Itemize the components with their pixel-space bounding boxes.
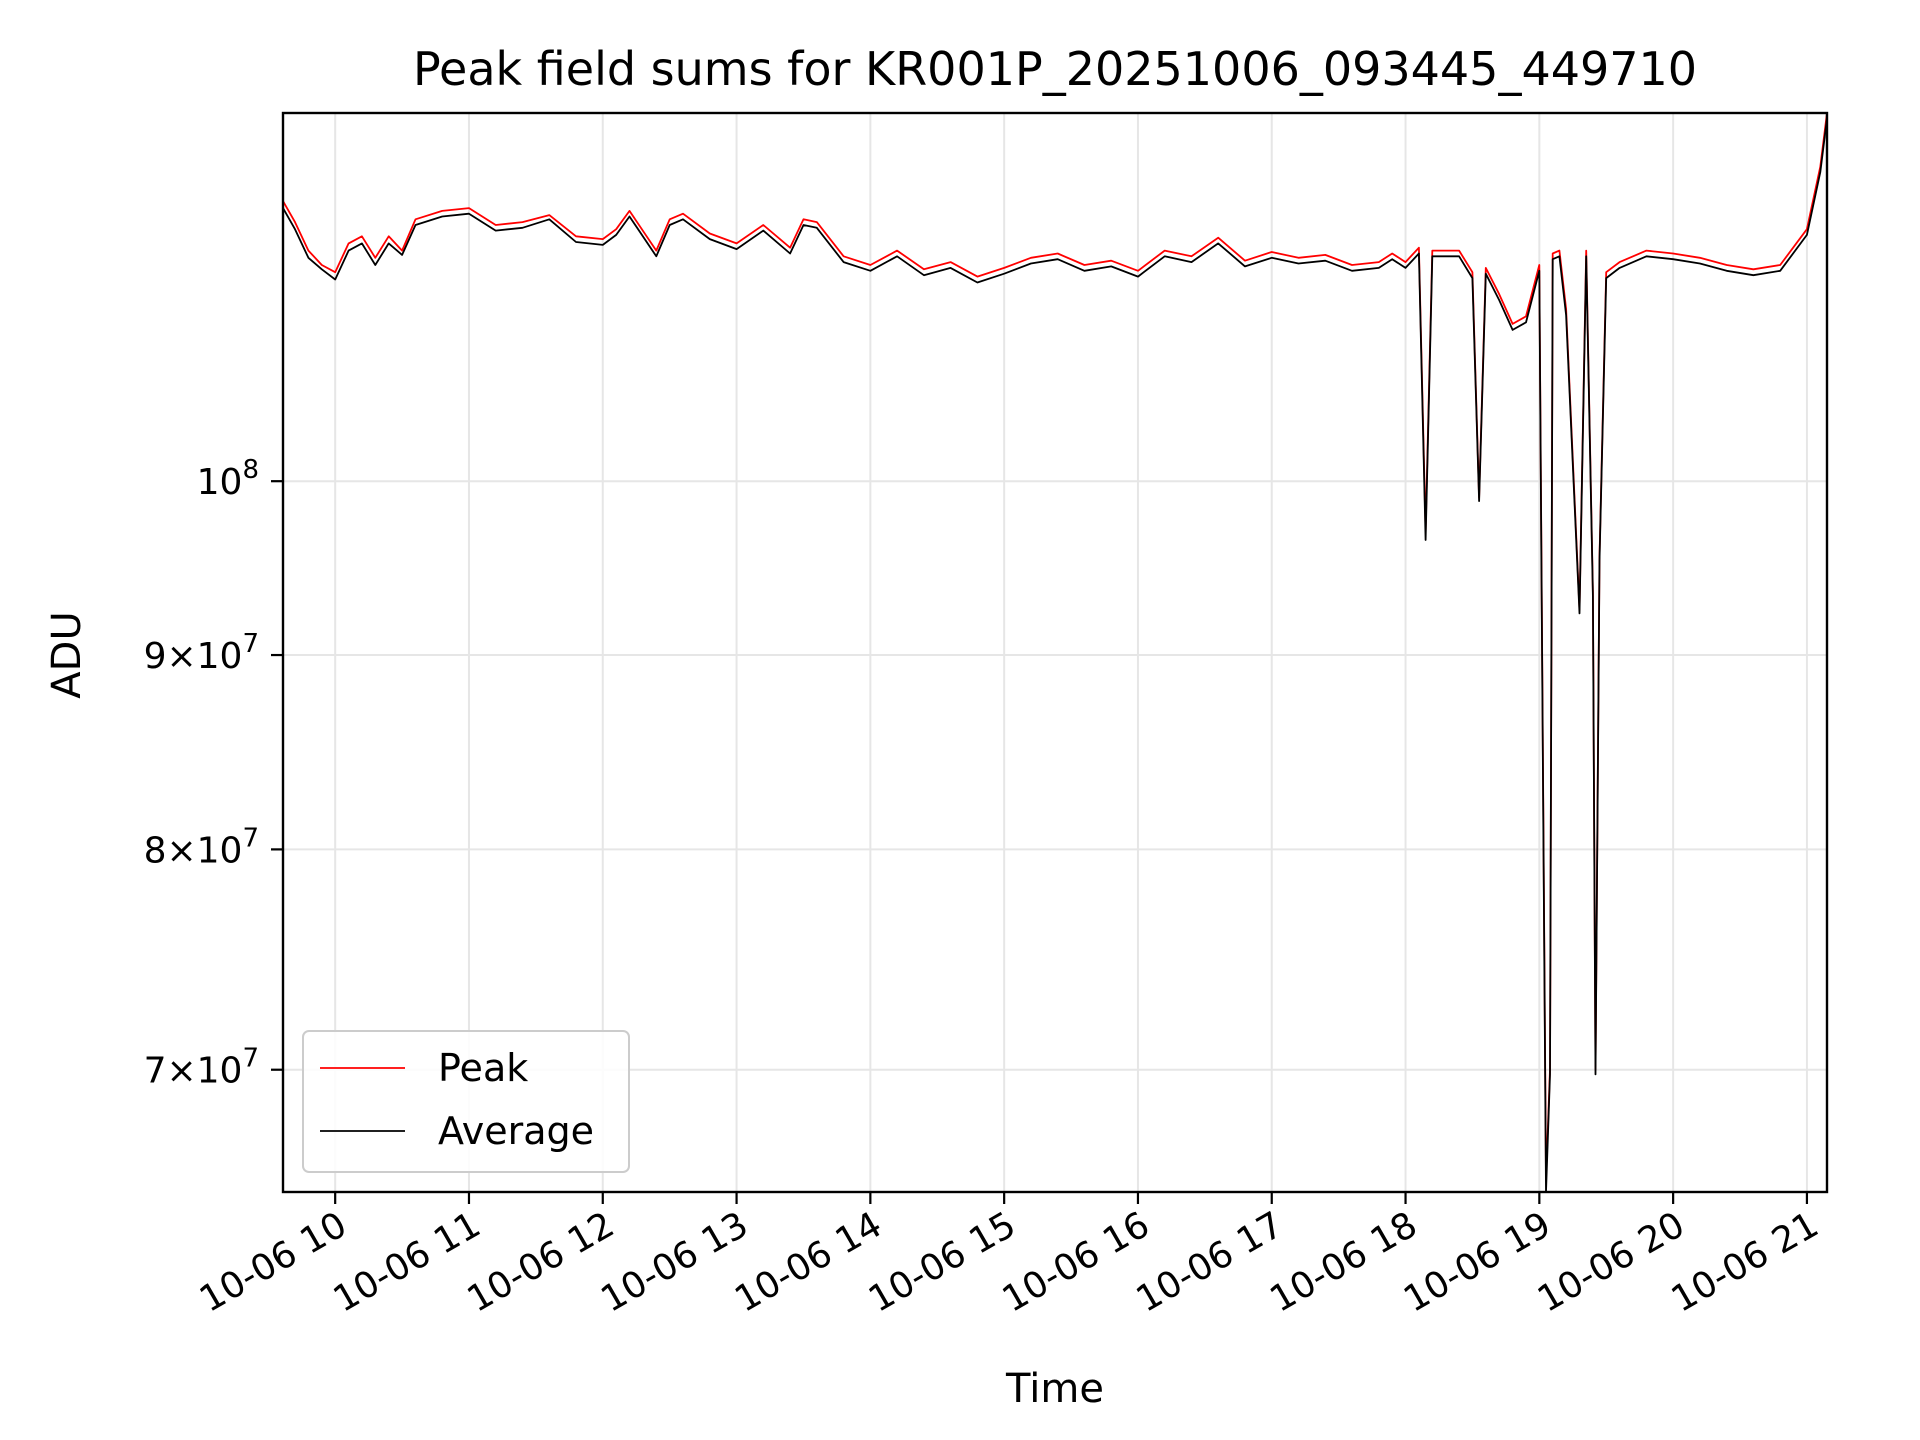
y-tick-mantissa: 7 <box>144 1051 167 1092</box>
legend-label-peak: Peak <box>438 1046 528 1090</box>
y-tick-exponent: 8 <box>242 455 259 485</box>
y-tick-label: 108 <box>197 455 259 503</box>
y-tick-mantissa: 9 <box>144 636 167 677</box>
grid-lines <box>283 113 1827 1192</box>
y-axis-label: ADU <box>44 611 90 698</box>
y-tick-label: 8×107 <box>144 823 259 871</box>
legend-label-average: Average <box>438 1109 594 1153</box>
plot-area <box>283 113 1827 1192</box>
y-tick-label: 9×107 <box>144 629 259 677</box>
legend-box <box>302 1030 630 1173</box>
y-tick-mantissa: 8 <box>144 830 167 871</box>
legend: Peak Average <box>302 1030 630 1173</box>
y-tick-times: ×10 <box>166 1051 242 1092</box>
y-tick-base: 10 <box>197 462 243 503</box>
y-tick-exponent: 7 <box>242 1044 259 1074</box>
x-axis-label: Time <box>1005 1366 1104 1412</box>
y-tick-times: ×10 <box>166 636 242 677</box>
series-line-average <box>283 118 1827 1192</box>
chart-title: Peak field sums for KR001P_20251006_0934… <box>413 42 1697 96</box>
y-tick-times: ×10 <box>166 830 242 871</box>
y-tick-exponent: 7 <box>242 823 259 853</box>
plot-frame <box>281 111 1829 1194</box>
y-tick-exponent: 7 <box>242 629 259 659</box>
y-tick-label: 7×107 <box>144 1044 259 1092</box>
